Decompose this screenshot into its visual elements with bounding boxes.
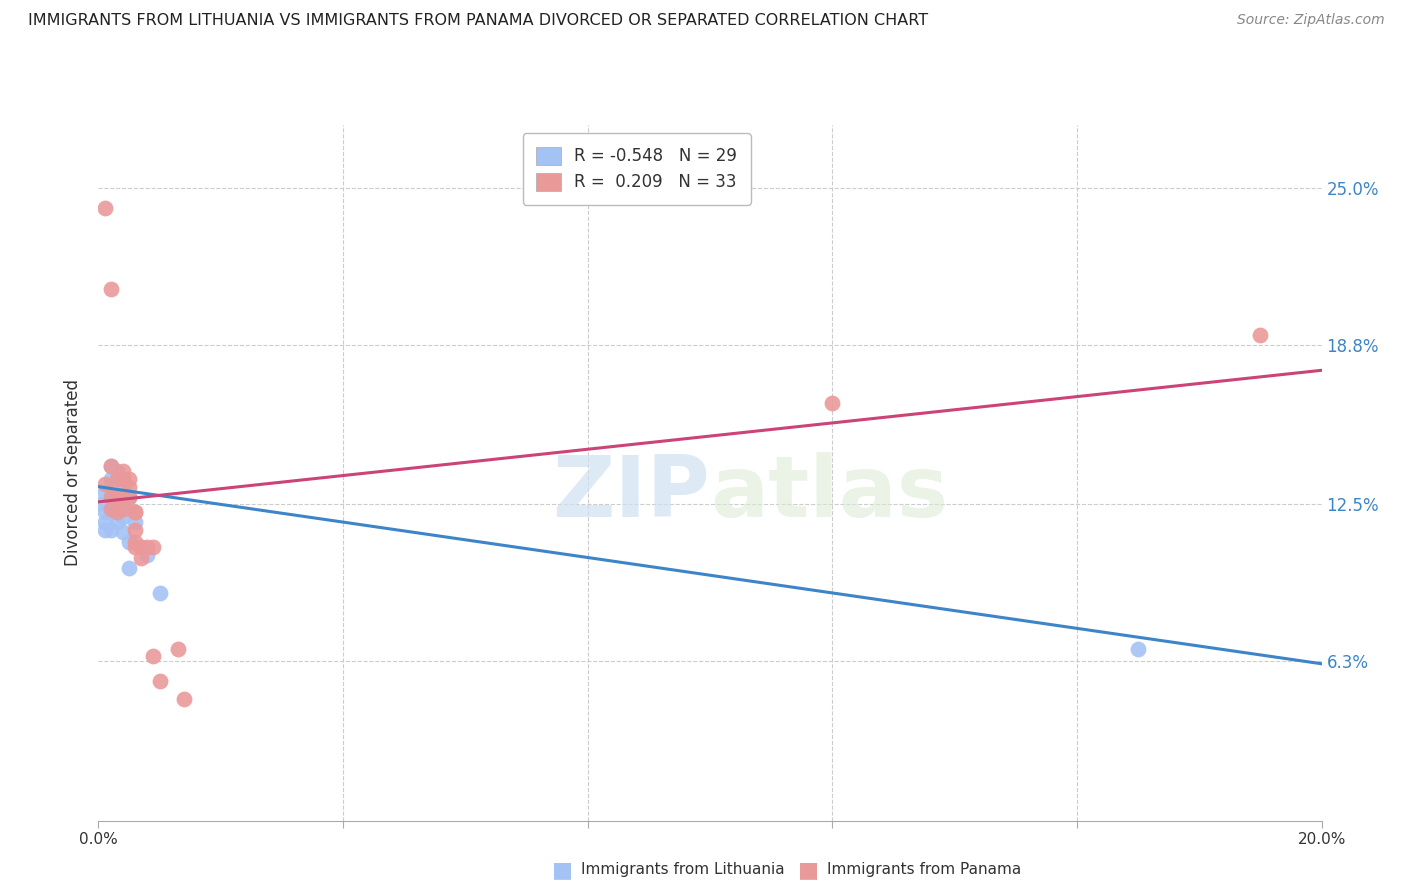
- Y-axis label: Divorced or Separated: Divorced or Separated: [65, 379, 83, 566]
- Point: [87, 497, 110, 511]
- Point: [100, 282, 122, 296]
- Point: [100, 459, 122, 474]
- Point: [136, 548, 159, 562]
- Point: [111, 472, 134, 486]
- Point: [118, 535, 141, 549]
- Point: [105, 472, 128, 486]
- Point: [105, 480, 128, 494]
- Point: [105, 515, 128, 529]
- Point: [149, 586, 172, 600]
- Point: [100, 490, 122, 504]
- Point: [111, 484, 134, 499]
- Point: [111, 465, 134, 479]
- Point: [105, 465, 128, 479]
- Point: [93, 523, 115, 537]
- Text: Immigrants from Panama: Immigrants from Panama: [827, 863, 1021, 877]
- Point: [124, 523, 146, 537]
- Point: [124, 505, 146, 519]
- Text: ZIP: ZIP: [553, 452, 710, 535]
- Legend: R = -0.548   N = 29, R =  0.209   N = 33: R = -0.548 N = 29, R = 0.209 N = 33: [523, 133, 751, 204]
- Point: [149, 674, 172, 689]
- Point: [100, 459, 122, 474]
- Point: [100, 523, 122, 537]
- Point: [111, 472, 134, 486]
- Point: [118, 472, 141, 486]
- Point: [93, 484, 115, 499]
- Point: [124, 541, 146, 555]
- Point: [100, 505, 122, 519]
- Point: [1128, 641, 1150, 656]
- Point: [118, 560, 141, 574]
- Point: [821, 396, 844, 410]
- Point: [100, 490, 122, 504]
- Point: [105, 490, 128, 504]
- Point: [129, 541, 152, 555]
- Point: [118, 480, 141, 494]
- Point: [105, 505, 128, 519]
- Point: [118, 490, 141, 504]
- Point: [167, 641, 190, 656]
- Point: [142, 541, 165, 555]
- Text: ■: ■: [553, 860, 572, 880]
- Point: [1249, 327, 1271, 342]
- Point: [118, 490, 141, 504]
- Point: [124, 505, 146, 519]
- Point: [111, 510, 134, 524]
- Point: [136, 541, 159, 555]
- Point: [129, 550, 152, 565]
- Point: [100, 502, 122, 516]
- Point: [173, 692, 195, 706]
- Point: [93, 505, 115, 519]
- Point: [111, 502, 134, 516]
- Point: [105, 490, 128, 504]
- Text: ■: ■: [799, 860, 818, 880]
- Point: [100, 472, 122, 486]
- Point: [118, 490, 141, 504]
- Point: [93, 477, 115, 491]
- Point: [111, 525, 134, 540]
- Point: [93, 202, 115, 216]
- Point: [118, 502, 141, 516]
- Point: [105, 500, 128, 514]
- Text: Immigrants from Lithuania: Immigrants from Lithuania: [581, 863, 785, 877]
- Point: [105, 490, 128, 504]
- Point: [111, 495, 134, 509]
- Text: IMMIGRANTS FROM LITHUANIA VS IMMIGRANTS FROM PANAMA DIVORCED OR SEPARATED CORREL: IMMIGRANTS FROM LITHUANIA VS IMMIGRANTS …: [28, 13, 928, 29]
- Point: [142, 649, 165, 664]
- Point: [111, 490, 134, 504]
- Point: [124, 535, 146, 549]
- Point: [129, 541, 152, 555]
- Point: [124, 515, 146, 529]
- Text: atlas: atlas: [710, 452, 948, 535]
- Text: Source: ZipAtlas.com: Source: ZipAtlas.com: [1237, 13, 1385, 28]
- Point: [93, 515, 115, 529]
